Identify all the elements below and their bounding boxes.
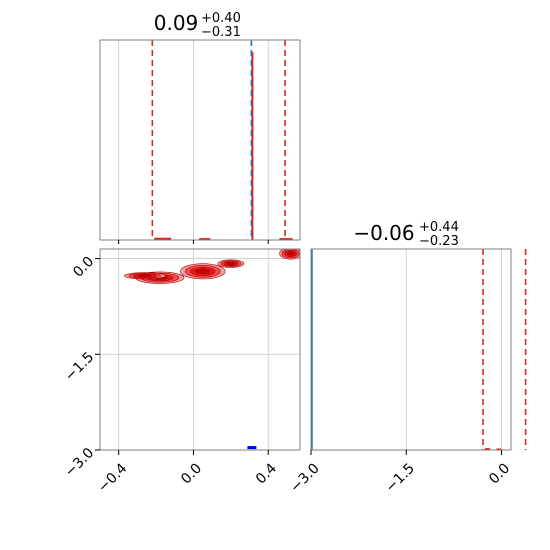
hist1-tick-label: −3.0: [287, 460, 322, 495]
contour-level: [286, 251, 295, 256]
contour-level: [281, 240, 293, 246]
contour-level: [162, 232, 168, 234]
contour-level: [195, 268, 211, 275]
contour-level: [137, 274, 152, 278]
histogram-panel-param-0: [99, 39, 301, 244]
hist1-bar: [484, 448, 491, 450]
hist0-bar: [154, 237, 172, 240]
sample-marker: [247, 446, 257, 450]
contour-group: [112, 229, 300, 284]
title-param-1-plus: +0.44: [419, 220, 459, 235]
hist1-tick-label: −1.5: [383, 460, 418, 495]
title-param-0-value: 0.09: [154, 11, 199, 35]
hist1-bar: [496, 448, 502, 450]
hist0-frame: [99, 39, 301, 241]
hist0-bar: [251, 52, 254, 240]
panel2d-ytick-label: 0.0: [70, 254, 97, 281]
contour-level: [285, 241, 290, 243]
contour-level: [283, 241, 291, 245]
panel2d-ytick-label: −3.0: [62, 445, 97, 480]
panel2d-ytick-label: −1.5: [62, 349, 97, 384]
panel2d-xtick-label: 0.4: [253, 460, 280, 487]
title-param-0: 0.09: [154, 11, 199, 35]
hist1-frame: [310, 248, 512, 451]
hist1-tick-label: 0.0: [486, 460, 513, 487]
panel2d-xtick-label: 0.0: [178, 460, 205, 487]
title-param-1: −0.06: [353, 221, 414, 245]
title-param-0-minus: −0.31: [201, 25, 241, 40]
title-param-1-value: −0.06: [353, 221, 414, 245]
contour-level: [270, 230, 282, 234]
contour-panel-2d: −0.4 0.0 0.4 −3.0 −1.5 0.0: [62, 229, 301, 496]
contour-level: [160, 231, 170, 235]
hist0-bar: [279, 238, 293, 240]
title-param-1-minus: −0.23: [419, 234, 459, 249]
contour-level: [226, 262, 236, 266]
contour-level: [158, 231, 173, 236]
contour-level: [267, 229, 284, 235]
hist0-bar: [199, 238, 211, 240]
title-param-0-plus: +0.40: [201, 11, 241, 26]
panel2d-frame: [99, 248, 301, 451]
contour-level: [156, 230, 175, 236]
panel2d-xtick-label: −0.4: [95, 460, 130, 495]
histogram-panel-param-1: −3.0 −1.5 0.0: [287, 248, 527, 496]
contour-level: [272, 231, 279, 233]
